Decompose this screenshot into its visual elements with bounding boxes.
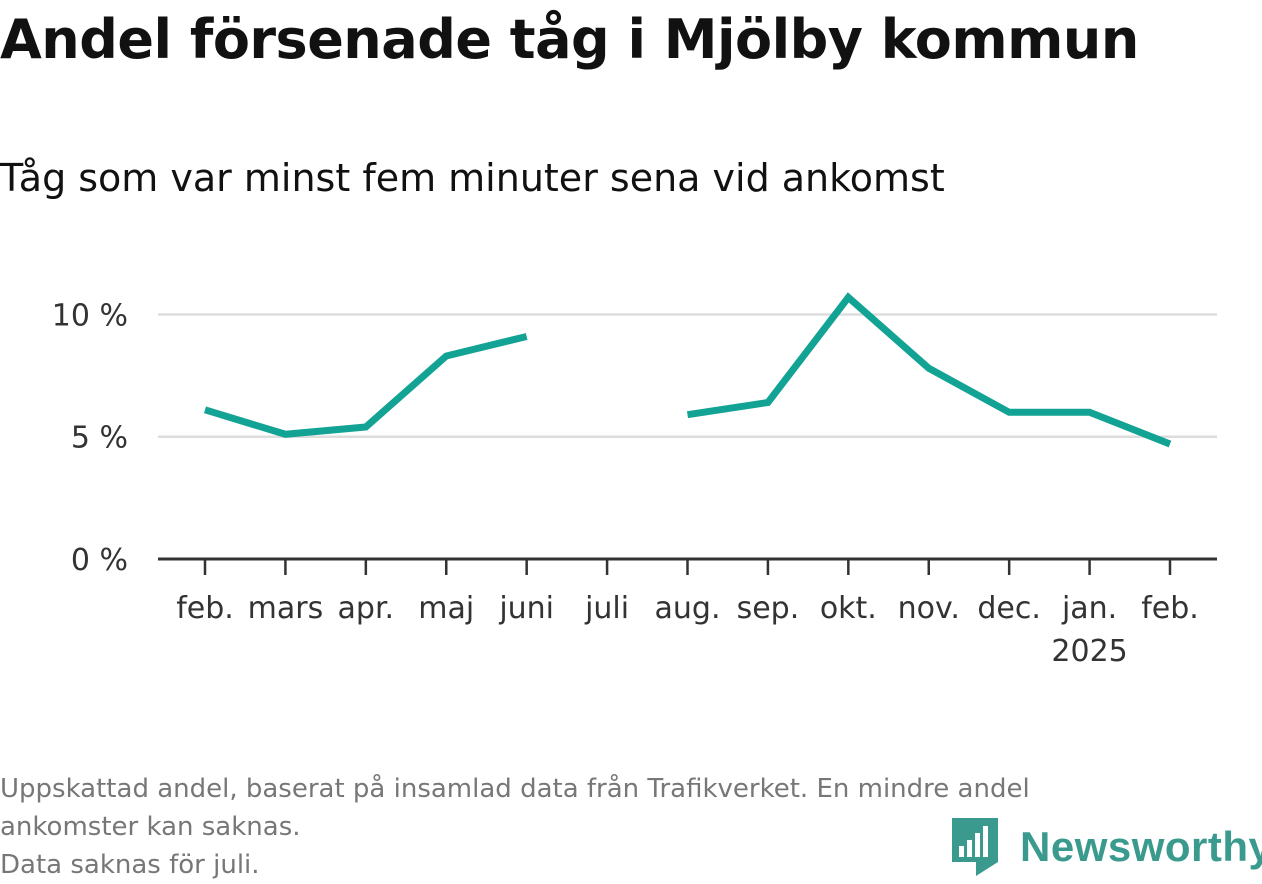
gridlines	[158, 314, 1217, 436]
bar-chart-icon	[950, 816, 1000, 878]
x-tick-label: jan.	[1061, 591, 1117, 626]
x-tick-label: maj	[418, 591, 474, 626]
series-line-segment	[205, 336, 527, 434]
x-tick-sublabel: 2025	[1051, 634, 1127, 669]
x-tick-label: aug.	[655, 591, 721, 626]
y-tick-label: 5 %	[71, 421, 128, 456]
x-tick-label: juli	[584, 591, 629, 626]
newsworthy-logo: Newsworthy	[950, 816, 1262, 878]
y-tick-label: 10 %	[52, 298, 128, 333]
x-tick-label: juni	[498, 591, 554, 626]
series-lines	[205, 297, 1170, 444]
footnote-line-1: Uppskattad andel, baserat på insamlad da…	[0, 770, 1250, 808]
x-tick-label: feb.	[1141, 591, 1199, 626]
x-tick-label: apr.	[338, 591, 395, 626]
y-tick-label: 0 %	[71, 543, 128, 578]
x-tick-label: nov.	[898, 591, 960, 626]
x-tick-label: okt.	[820, 591, 877, 626]
series-line-segment	[688, 297, 1171, 444]
x-axis	[158, 559, 1217, 575]
x-tick-label: mars	[248, 591, 324, 626]
x-tick-label: dec.	[977, 591, 1041, 626]
y-axis-labels: 0 % 5 % 10 %	[52, 298, 128, 578]
x-tick-label: feb.	[176, 591, 234, 626]
brand-name: Newsworthy	[1020, 823, 1262, 871]
x-tick-label: sep.	[737, 591, 800, 626]
